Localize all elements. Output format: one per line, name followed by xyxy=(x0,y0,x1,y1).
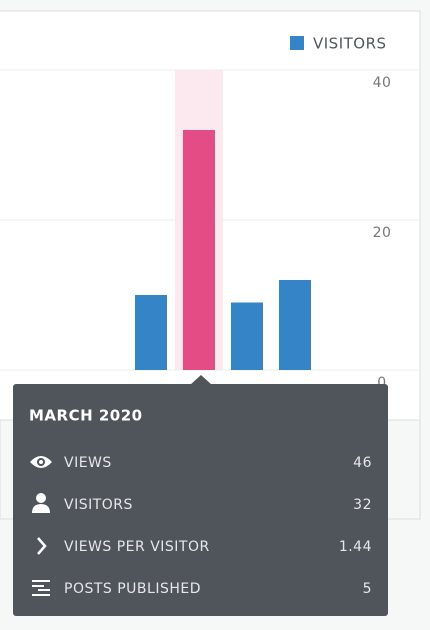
tooltip-value: 32 xyxy=(353,497,372,513)
tooltip-arrow xyxy=(190,375,212,385)
y-tick-label: 20 xyxy=(373,225,392,241)
plot: 0 20 40 xyxy=(0,69,420,391)
tooltip-value: 46 xyxy=(353,455,372,471)
tooltip-value: 5 xyxy=(363,581,372,597)
icon-eye xyxy=(30,456,52,468)
bar xyxy=(135,295,167,370)
y-tick-label: 0 xyxy=(377,375,386,391)
tooltip-box xyxy=(13,384,388,616)
tooltip-label: VISITORS xyxy=(64,497,133,513)
tooltip-title: MARCH 2020 xyxy=(29,407,143,425)
icon-person xyxy=(32,493,50,513)
tooltip-label: POSTS PUBLISHED xyxy=(64,581,201,597)
icon-posts xyxy=(32,580,50,596)
tooltip-value: 1.44 xyxy=(339,539,372,555)
tooltip-label: VIEWS xyxy=(64,455,112,471)
y-tick-label: 40 xyxy=(373,75,392,91)
tooltip-label: VIEWS PER VISITOR xyxy=(64,539,210,555)
bar xyxy=(183,130,215,370)
bar xyxy=(279,280,311,370)
icon-chevron xyxy=(37,537,47,555)
tooltip: MARCH 2020 VIEWS 46 VISITORS 32 VIEWS PER VI… xyxy=(13,375,388,616)
legend-label: VISITORS xyxy=(313,35,387,53)
legend-swatch xyxy=(290,36,304,50)
bar xyxy=(231,302,263,370)
